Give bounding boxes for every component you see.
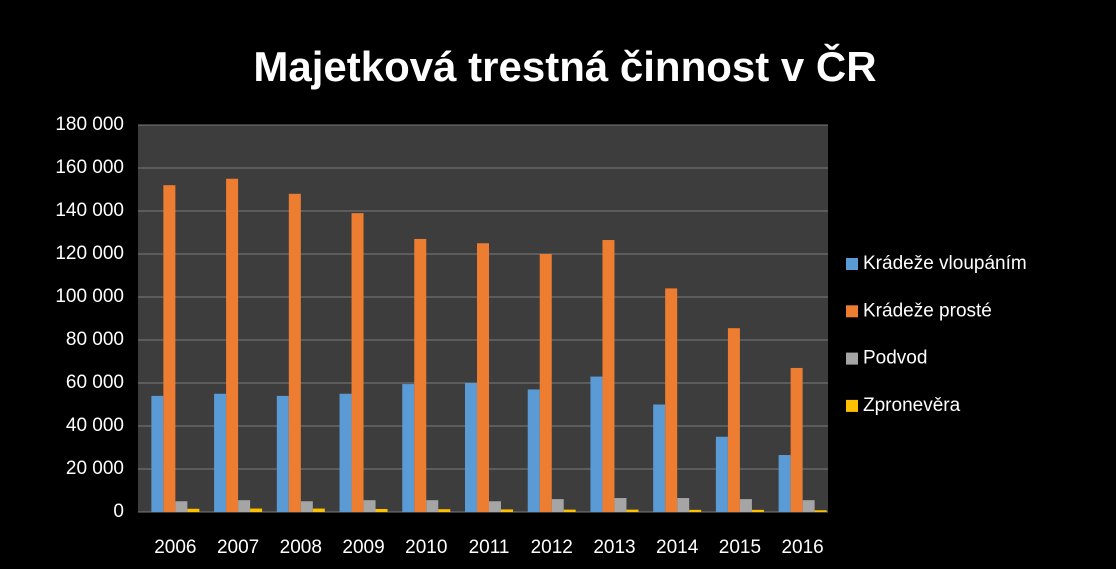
x-tick-label: 2008 bbox=[280, 537, 322, 558]
y-tick-label: 80 000 bbox=[66, 329, 124, 350]
bar bbox=[414, 238, 427, 512]
legend-swatch bbox=[846, 258, 858, 270]
bar bbox=[426, 500, 439, 512]
y-tick-label: 120 000 bbox=[55, 243, 124, 264]
x-tick-label: 2012 bbox=[531, 537, 573, 558]
bar bbox=[727, 328, 740, 512]
y-tick-label: 60 000 bbox=[66, 372, 124, 393]
bar bbox=[187, 508, 200, 512]
x-tick-label: 2006 bbox=[154, 537, 196, 558]
bar bbox=[778, 455, 791, 512]
bar bbox=[489, 501, 501, 512]
y-tick-label: 100 000 bbox=[55, 286, 124, 307]
bar bbox=[163, 185, 176, 512]
x-tick-label: 2010 bbox=[405, 537, 447, 558]
bar bbox=[351, 213, 364, 512]
bar bbox=[602, 240, 615, 512]
bar bbox=[653, 404, 666, 512]
bar bbox=[465, 383, 477, 512]
bar bbox=[715, 436, 728, 512]
y-tick-label: 0 bbox=[113, 501, 124, 522]
legend-label: Podvod bbox=[863, 348, 927, 369]
bar bbox=[175, 501, 188, 512]
bar bbox=[312, 508, 325, 512]
legend-label: Krádeže vloupáním bbox=[863, 253, 1027, 274]
bar bbox=[288, 193, 301, 513]
y-tick-label: 40 000 bbox=[66, 415, 124, 436]
y-tick-label: 160 000 bbox=[55, 157, 124, 178]
bar bbox=[751, 509, 764, 512]
bar bbox=[438, 509, 451, 512]
bar bbox=[375, 508, 388, 512]
y-tick-label: 180 000 bbox=[55, 114, 124, 135]
bar bbox=[501, 509, 513, 512]
bar bbox=[151, 395, 164, 512]
bar bbox=[226, 178, 239, 512]
x-tick-label: 2009 bbox=[342, 537, 384, 558]
x-tick-label: 2007 bbox=[217, 537, 259, 558]
bar bbox=[527, 389, 540, 512]
bar bbox=[626, 509, 639, 512]
bar bbox=[739, 499, 752, 512]
bar bbox=[689, 509, 702, 512]
bar bbox=[238, 500, 251, 512]
legend-label: Zpronevěra bbox=[863, 395, 961, 416]
legend-swatch bbox=[846, 305, 858, 318]
x-tick-label: 2015 bbox=[719, 537, 761, 558]
bar bbox=[590, 376, 603, 512]
bar bbox=[477, 243, 489, 512]
bar bbox=[563, 509, 576, 512]
bar bbox=[551, 499, 564, 512]
x-tick-label: 2014 bbox=[656, 537, 699, 558]
bar bbox=[250, 508, 263, 512]
bar bbox=[665, 288, 678, 512]
bar bbox=[677, 498, 690, 512]
y-tick-label: 140 000 bbox=[55, 200, 124, 221]
bar bbox=[339, 393, 352, 512]
bar bbox=[214, 393, 227, 512]
bar bbox=[790, 367, 803, 512]
legend-swatch bbox=[846, 352, 858, 365]
bar bbox=[363, 500, 376, 512]
x-tick-label: 2013 bbox=[593, 537, 635, 558]
bar bbox=[402, 384, 415, 512]
bar bbox=[614, 498, 627, 512]
chart-title: Majetková trestná činnost v ČR bbox=[253, 42, 876, 90]
x-tick-label: 2016 bbox=[781, 537, 823, 558]
legend-label: Krádeže prosté bbox=[863, 300, 992, 321]
x-tick-label: 2011 bbox=[469, 537, 510, 558]
bar bbox=[276, 395, 289, 512]
bar bbox=[539, 254, 552, 512]
bar bbox=[814, 510, 827, 512]
bar bbox=[802, 500, 815, 512]
y-tick-label: 20 000 bbox=[66, 458, 124, 479]
legend-swatch bbox=[846, 399, 858, 412]
bar bbox=[300, 501, 313, 512]
